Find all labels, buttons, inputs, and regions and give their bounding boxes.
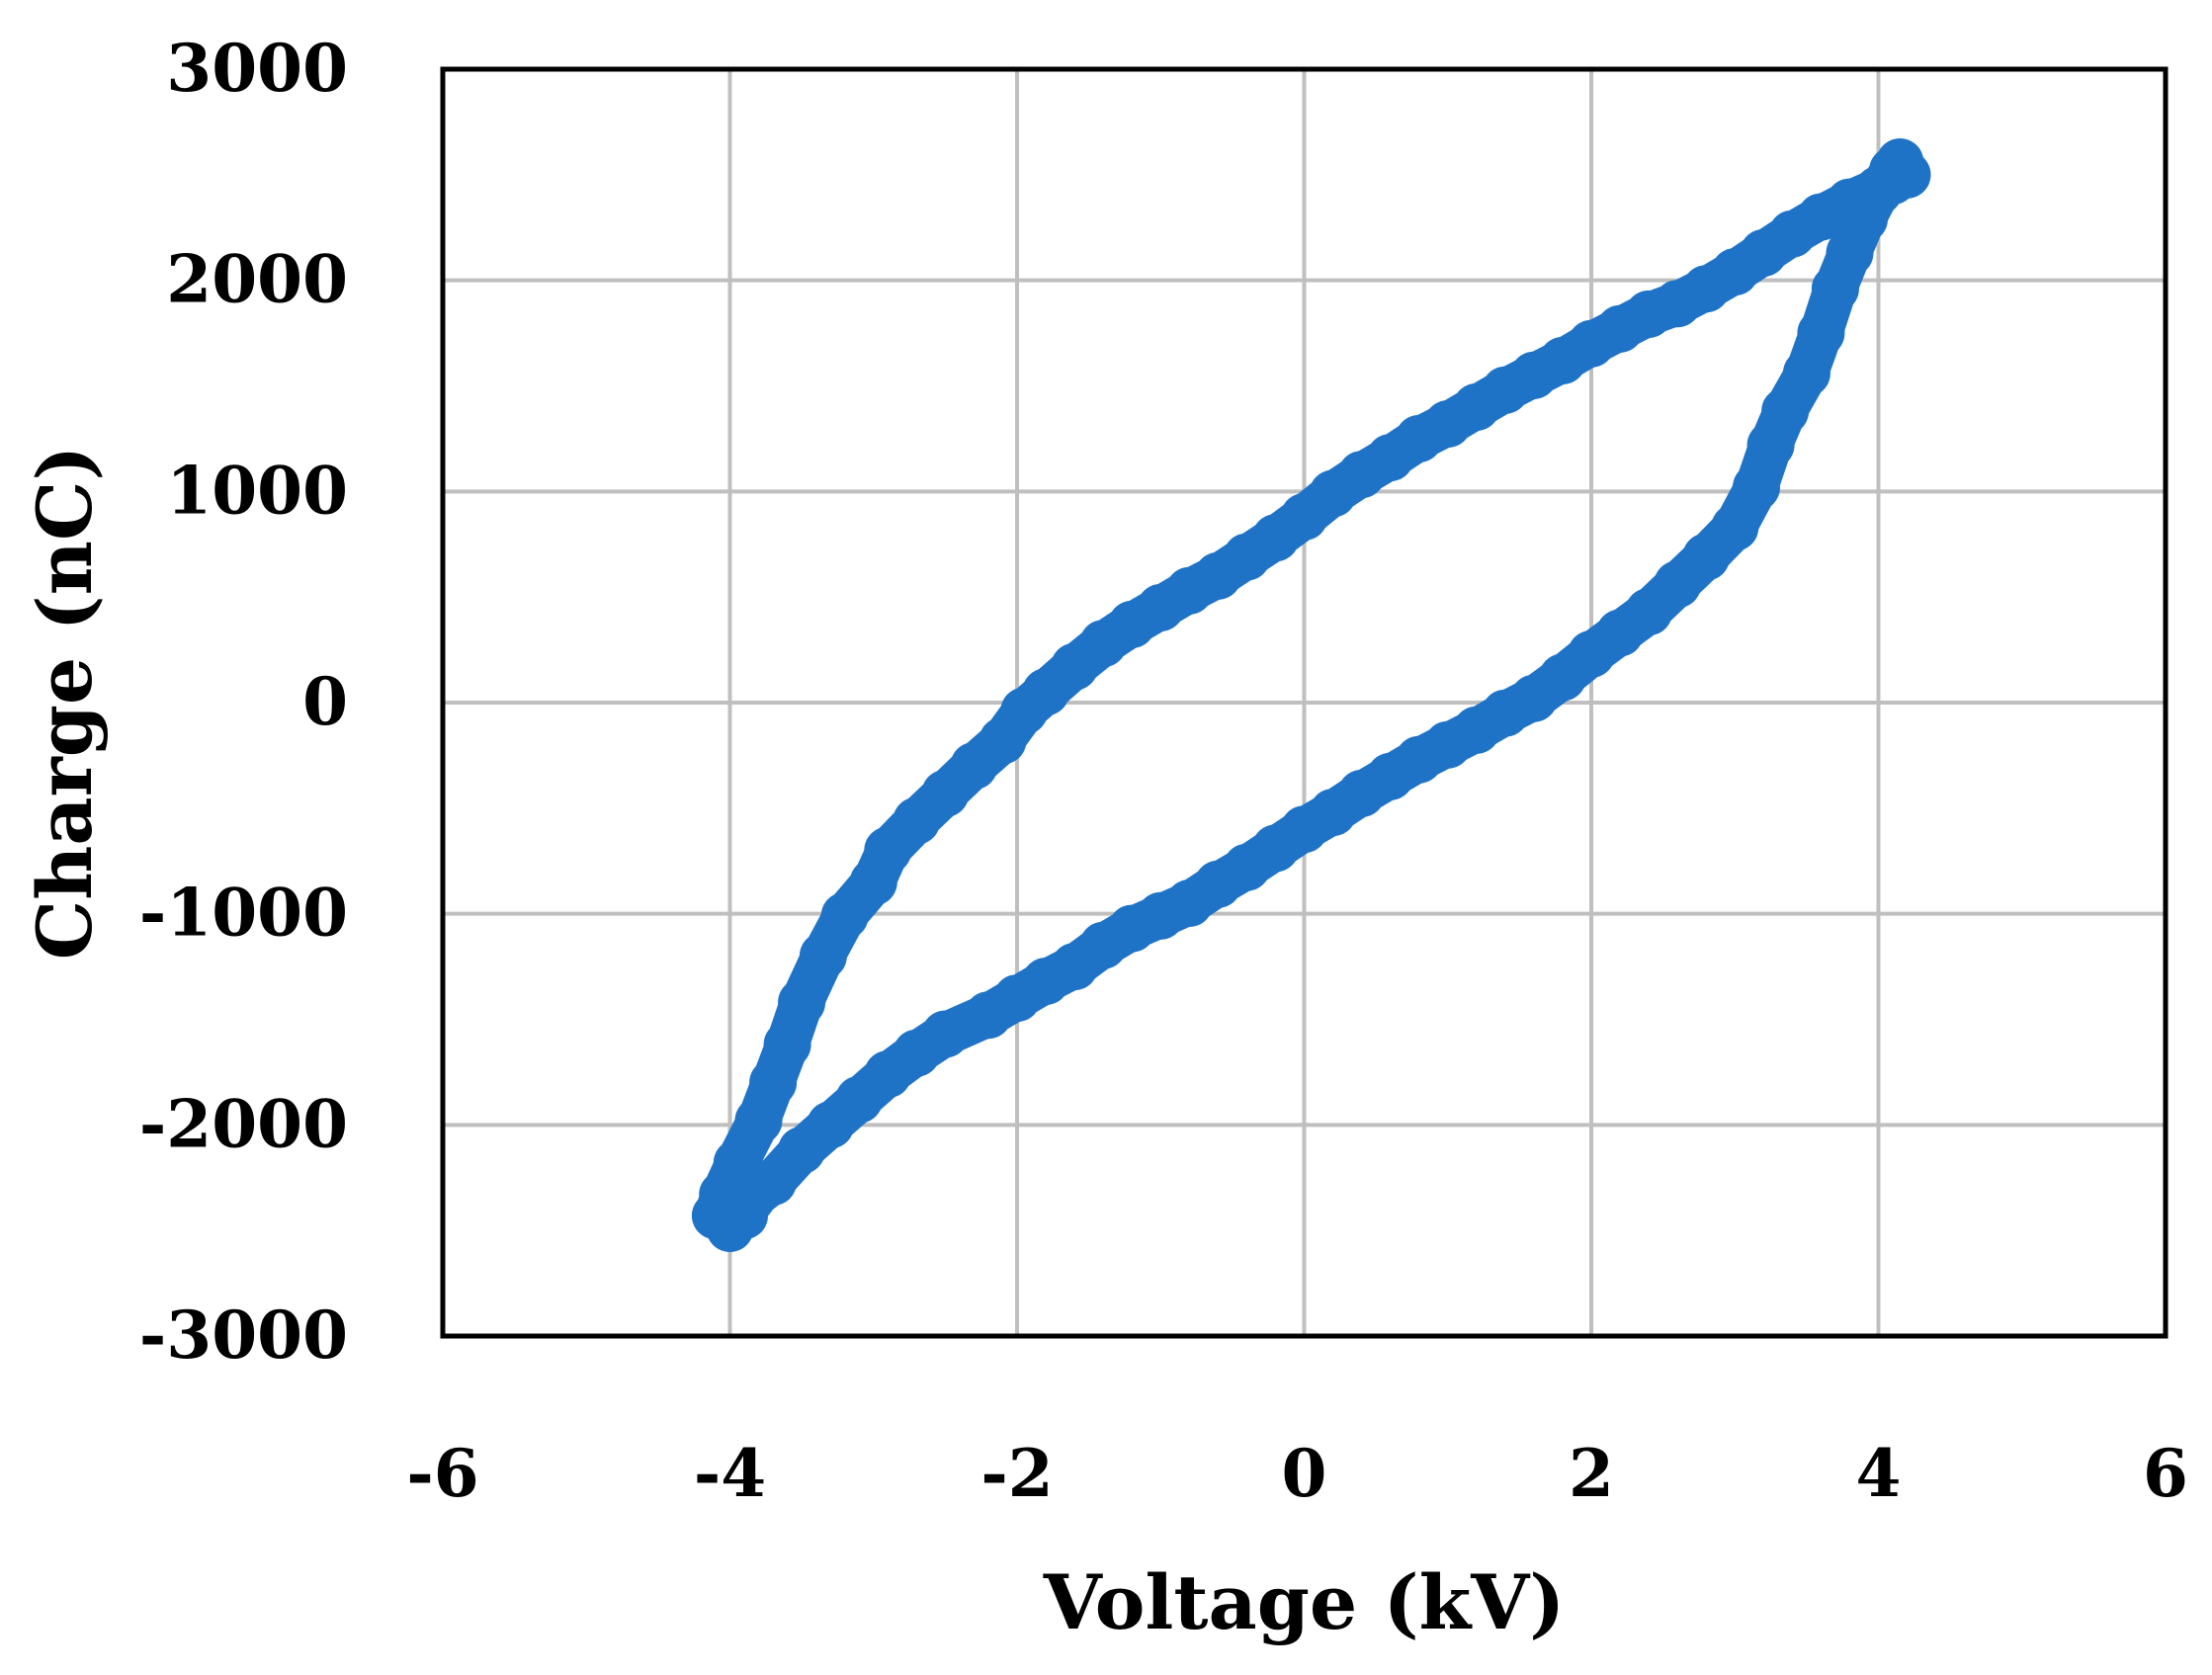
y-tick-label: 2000 <box>166 241 348 318</box>
x-tick-label: 4 <box>1856 1435 1902 1512</box>
y-tick-label: -1000 <box>139 875 348 952</box>
y-tick-label: -3000 <box>139 1297 348 1374</box>
data-point <box>1761 387 1810 436</box>
data-series <box>692 138 1931 1252</box>
data-point <box>763 1021 811 1069</box>
y-tick-label: 3000 <box>166 30 348 107</box>
x-tick-label: -2 <box>980 1435 1053 1512</box>
data-point <box>820 891 869 940</box>
x-tick-labels: -6 -4 -2 0 2 4 6 <box>406 1435 2188 1512</box>
grid-lines <box>441 67 2168 1338</box>
data-point <box>734 1097 783 1145</box>
data-point <box>1711 503 1759 551</box>
x-tick-label: 2 <box>1569 1435 1614 1512</box>
y-axis-title: Charge (nC) <box>21 446 109 961</box>
data-point <box>1811 265 1859 313</box>
x-axis-title: Voltage (kV) <box>1043 1558 1565 1646</box>
data-point <box>1797 309 1845 358</box>
y-tick-label: 1000 <box>166 452 348 529</box>
data-point <box>692 1192 739 1240</box>
plot-frame <box>440 66 2169 1339</box>
data-point <box>921 1010 970 1058</box>
data-point <box>893 796 941 845</box>
data-point <box>749 1058 798 1107</box>
x-tick-label: 0 <box>1282 1435 1327 1512</box>
x-tick-label: 6 <box>2143 1435 2188 1512</box>
y-tick-label: -2000 <box>139 1085 348 1162</box>
data-point <box>1682 533 1731 581</box>
y-tick-label: 0 <box>302 663 348 740</box>
data-point <box>1782 349 1830 397</box>
data-point <box>799 932 847 980</box>
y-tick-labels: -3000 -2000 -1000 0 1000 2000 3000 <box>139 30 348 1374</box>
data-point <box>849 858 897 906</box>
data-point <box>778 978 826 1027</box>
x-tick-label: -6 <box>406 1435 478 1512</box>
data-point <box>749 1158 798 1206</box>
x-tick-label: -4 <box>694 1435 766 1512</box>
data-point <box>1733 463 1780 512</box>
